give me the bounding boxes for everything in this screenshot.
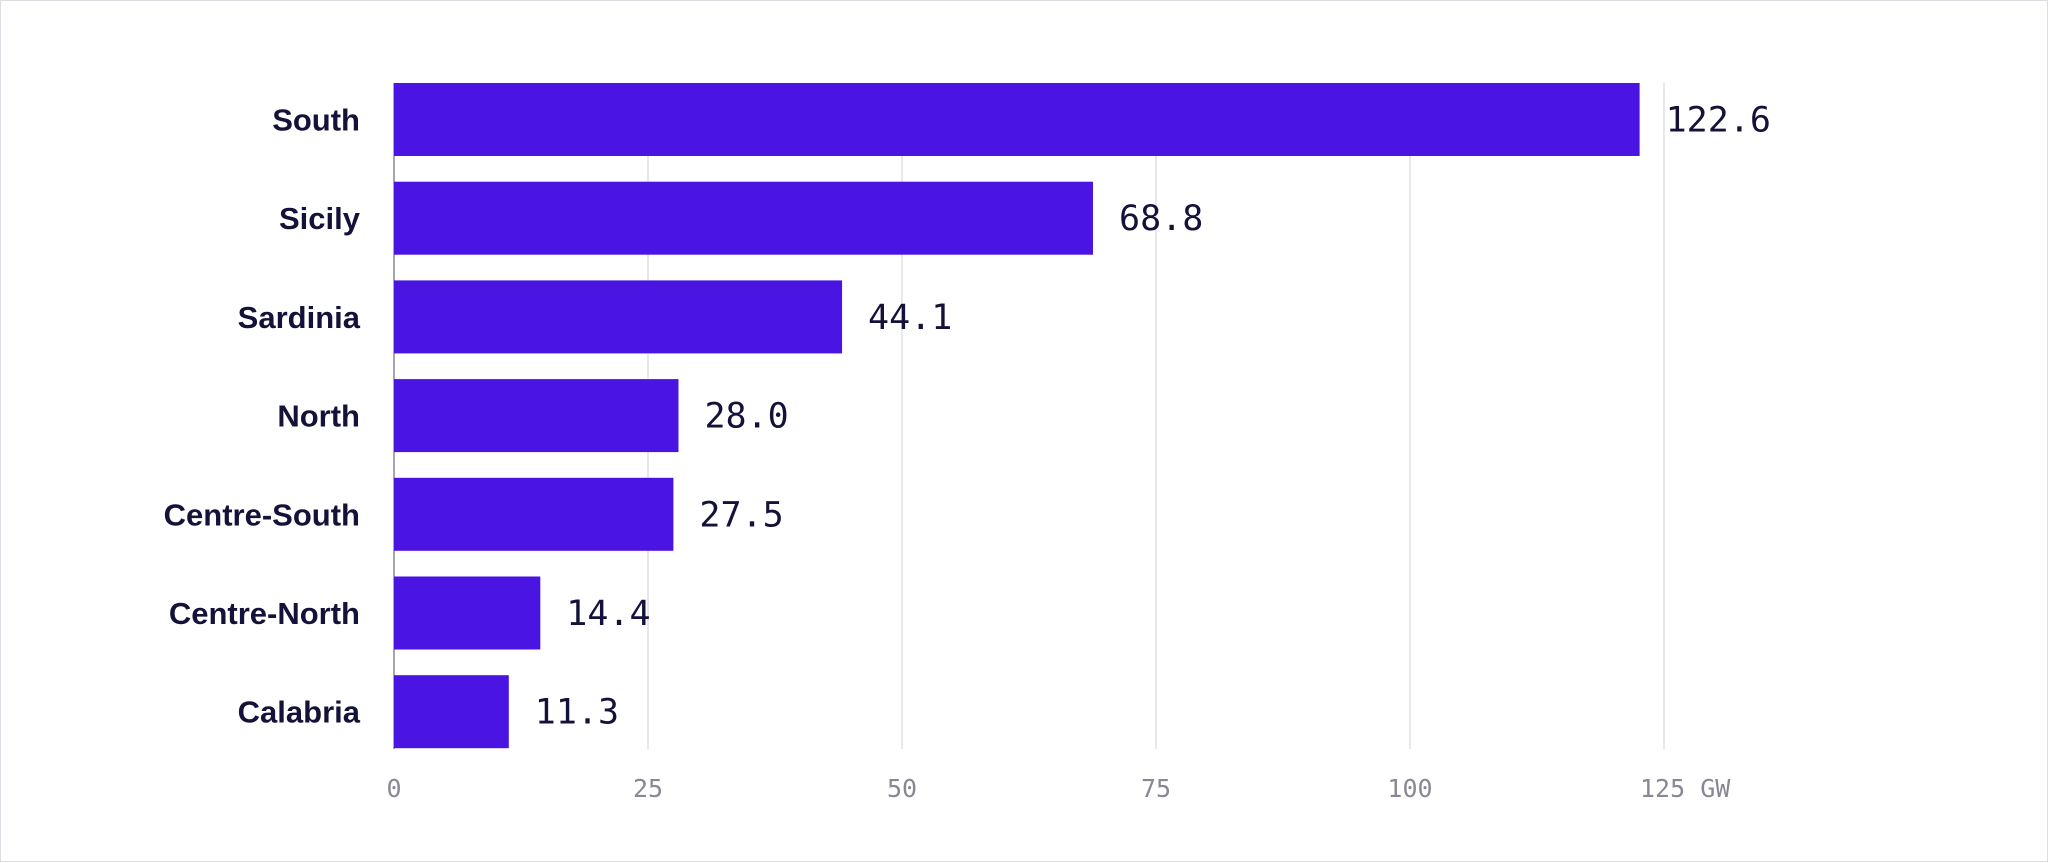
value-label: 11.3 [535,693,619,733]
labels: South 122.6 Sicily 68.8 Sardinia 44.1 North 28.… [164,101,1771,733]
x-tick-label: 50 [887,774,917,803]
category-label: Centre-North [169,596,360,631]
value-label: 14.4 [566,594,650,634]
category-label: Sardinia [238,300,361,335]
bar-calabria [394,675,509,749]
x-tick-label: 75 [1141,774,1171,803]
x-tick-label: 0 [386,774,401,803]
value-label: 44.1 [868,298,952,338]
value-label: 28.0 [704,397,788,437]
category-label: South [272,103,360,138]
bar-sicily [394,181,1094,255]
category-label: Centre-South [164,497,360,532]
x-tick-label: 125 GW [1640,774,1731,803]
bar-centre-north [394,576,541,650]
bars [394,83,1640,749]
x-tick-label: 25 [633,774,663,803]
x-axis-ticks: 0 25 50 75 100 125 GW [386,774,1731,803]
value-label: 122.6 [1666,101,1771,141]
category-label: Sicily [279,201,361,236]
category-label: North [277,399,360,434]
value-label: 68.8 [1119,199,1203,239]
bar-north [394,379,679,453]
bar-sardinia [394,280,843,354]
x-tick-label: 100 [1387,774,1432,803]
value-label: 27.5 [699,495,783,535]
bar-centre-south [394,477,674,551]
bar-south [394,83,1640,156]
category-label: Calabria [238,695,361,730]
